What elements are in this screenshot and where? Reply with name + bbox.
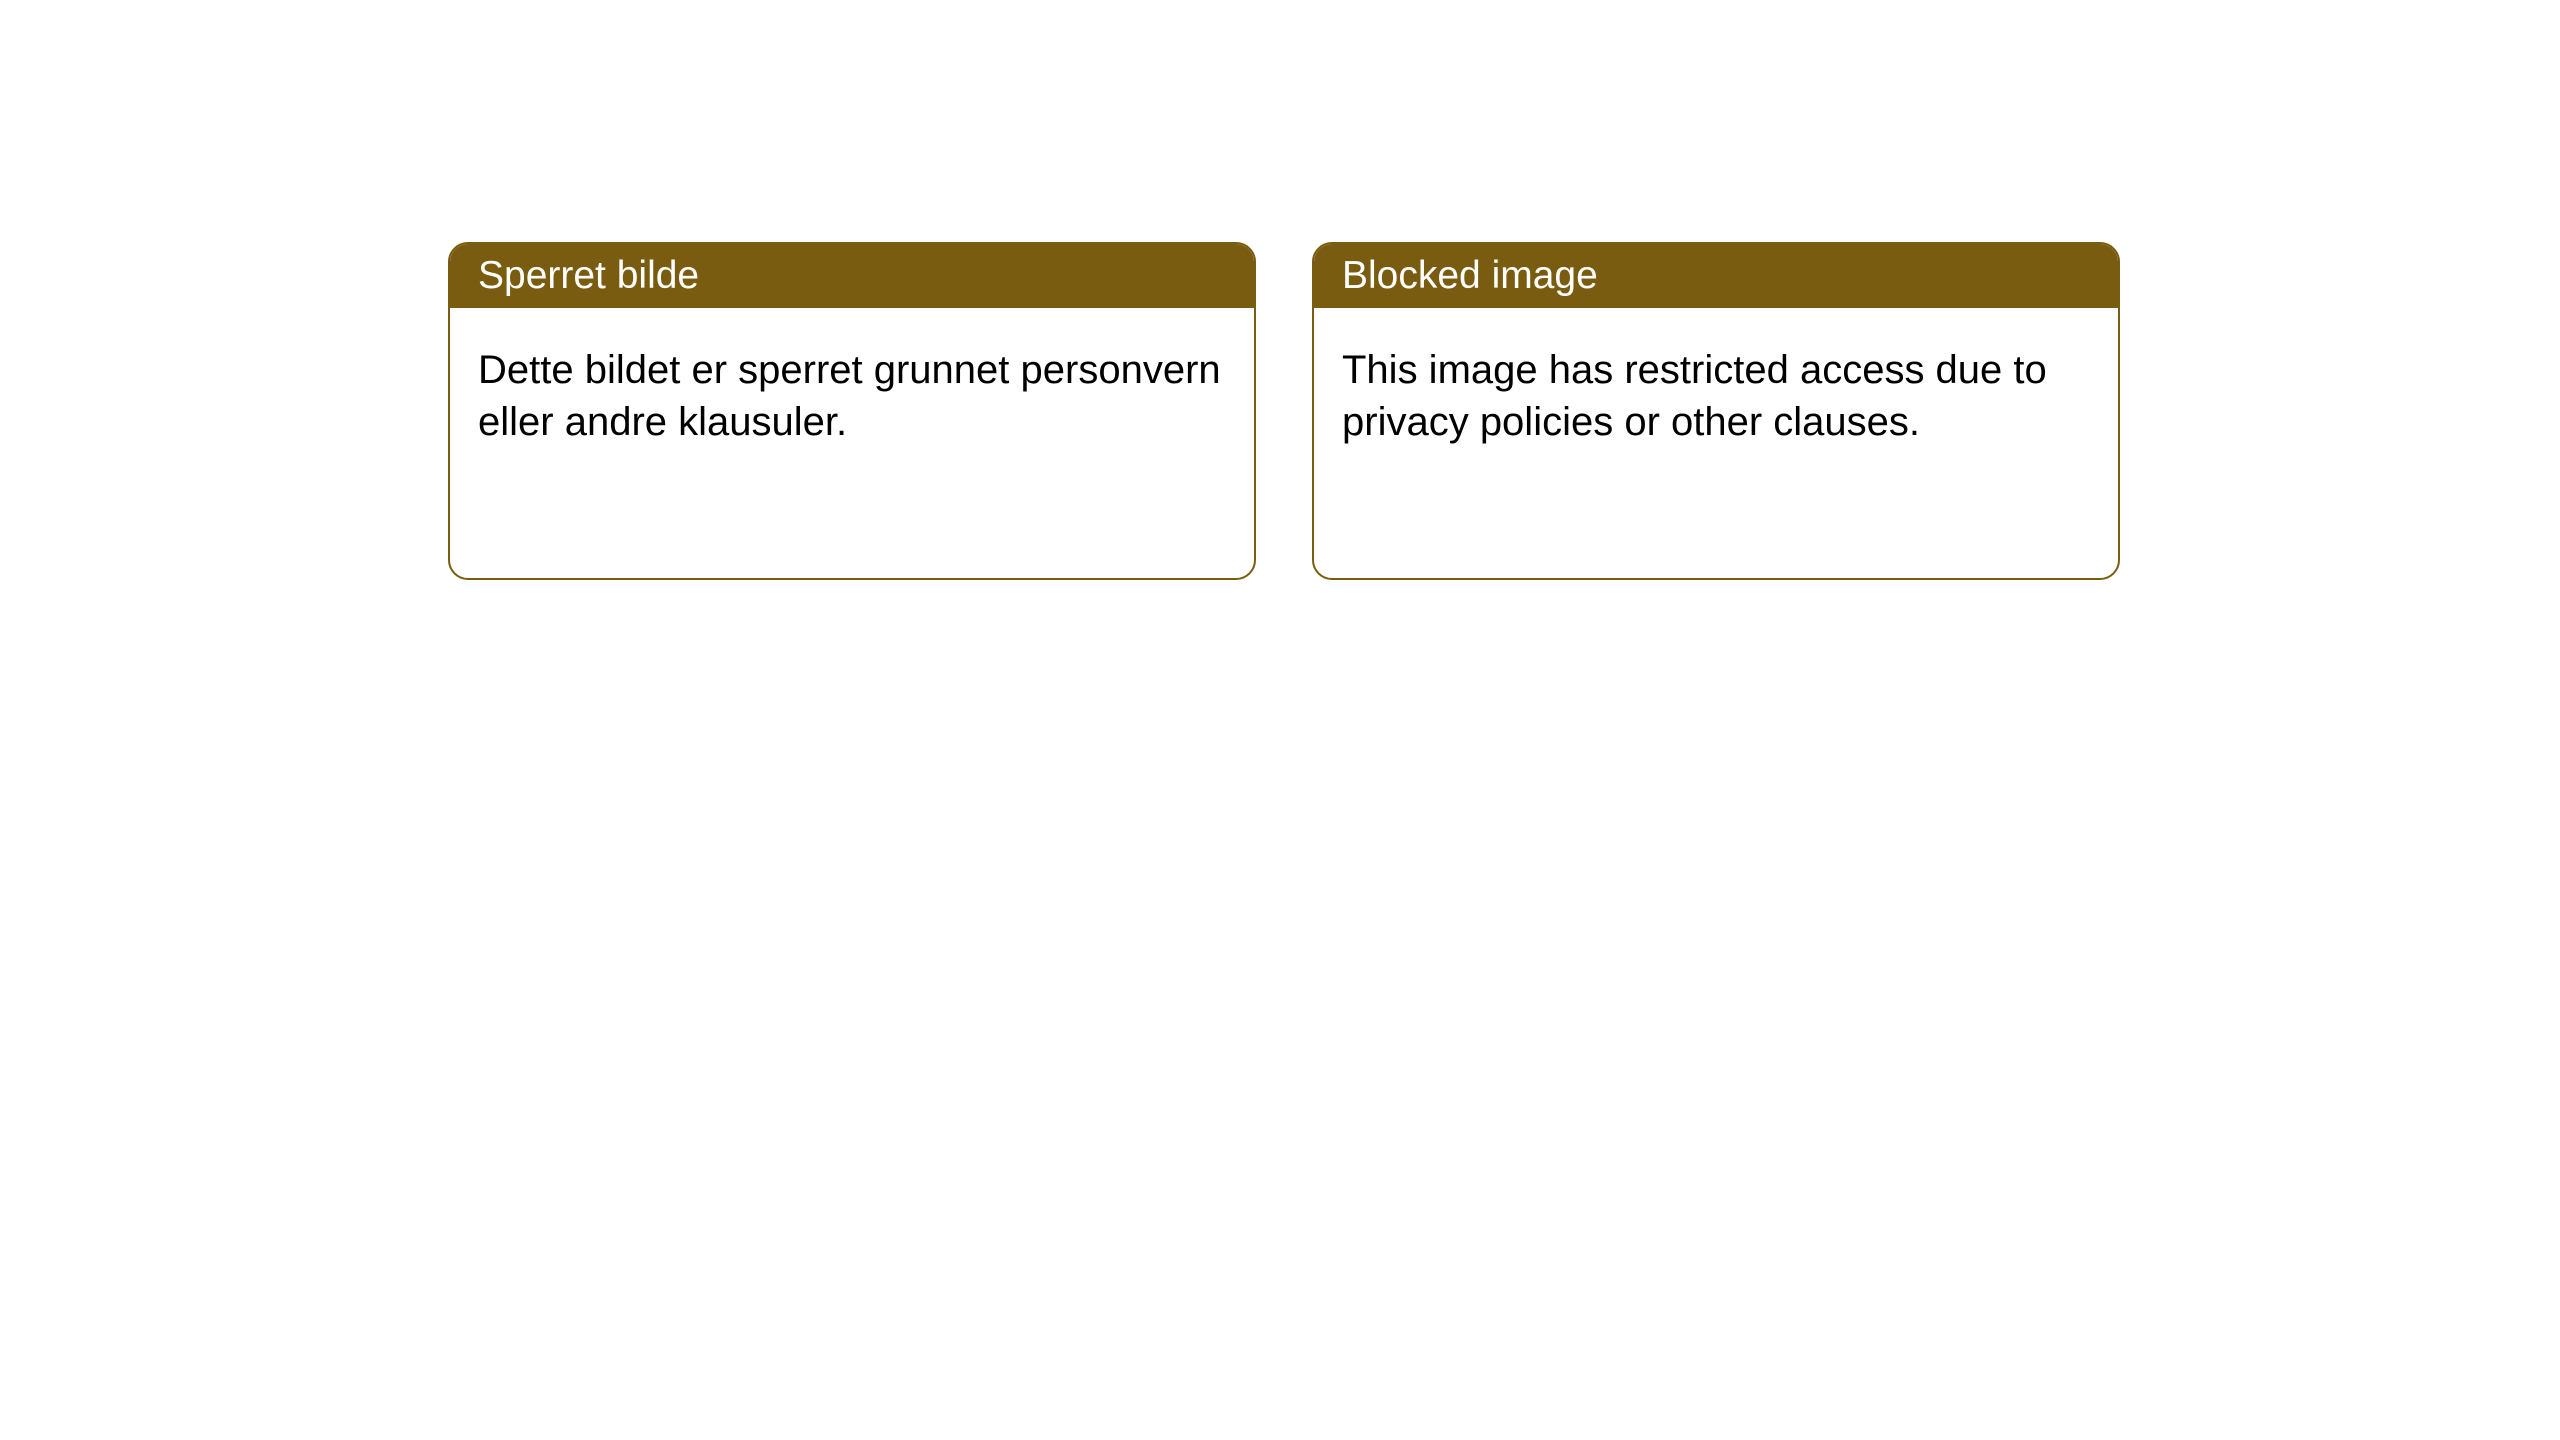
card-body: This image has restricted access due to … <box>1314 308 2118 484</box>
card-title: Blocked image <box>1342 254 1598 297</box>
card-body: Dette bildet er sperret grunnet personve… <box>450 308 1254 484</box>
card-header: Blocked image <box>1314 244 2118 308</box>
card-header: Sperret bilde <box>450 244 1254 308</box>
blocked-image-card-no: Sperret bilde Dette bildet er sperret gr… <box>448 242 1256 580</box>
cards-container: Sperret bilde Dette bildet er sperret gr… <box>0 0 2560 580</box>
card-title: Sperret bilde <box>478 254 699 297</box>
card-body-text: This image has restricted access due to … <box>1342 348 2047 444</box>
card-body-text: Dette bildet er sperret grunnet personve… <box>478 348 1221 444</box>
blocked-image-card-en: Blocked image This image has restricted … <box>1312 242 2120 580</box>
